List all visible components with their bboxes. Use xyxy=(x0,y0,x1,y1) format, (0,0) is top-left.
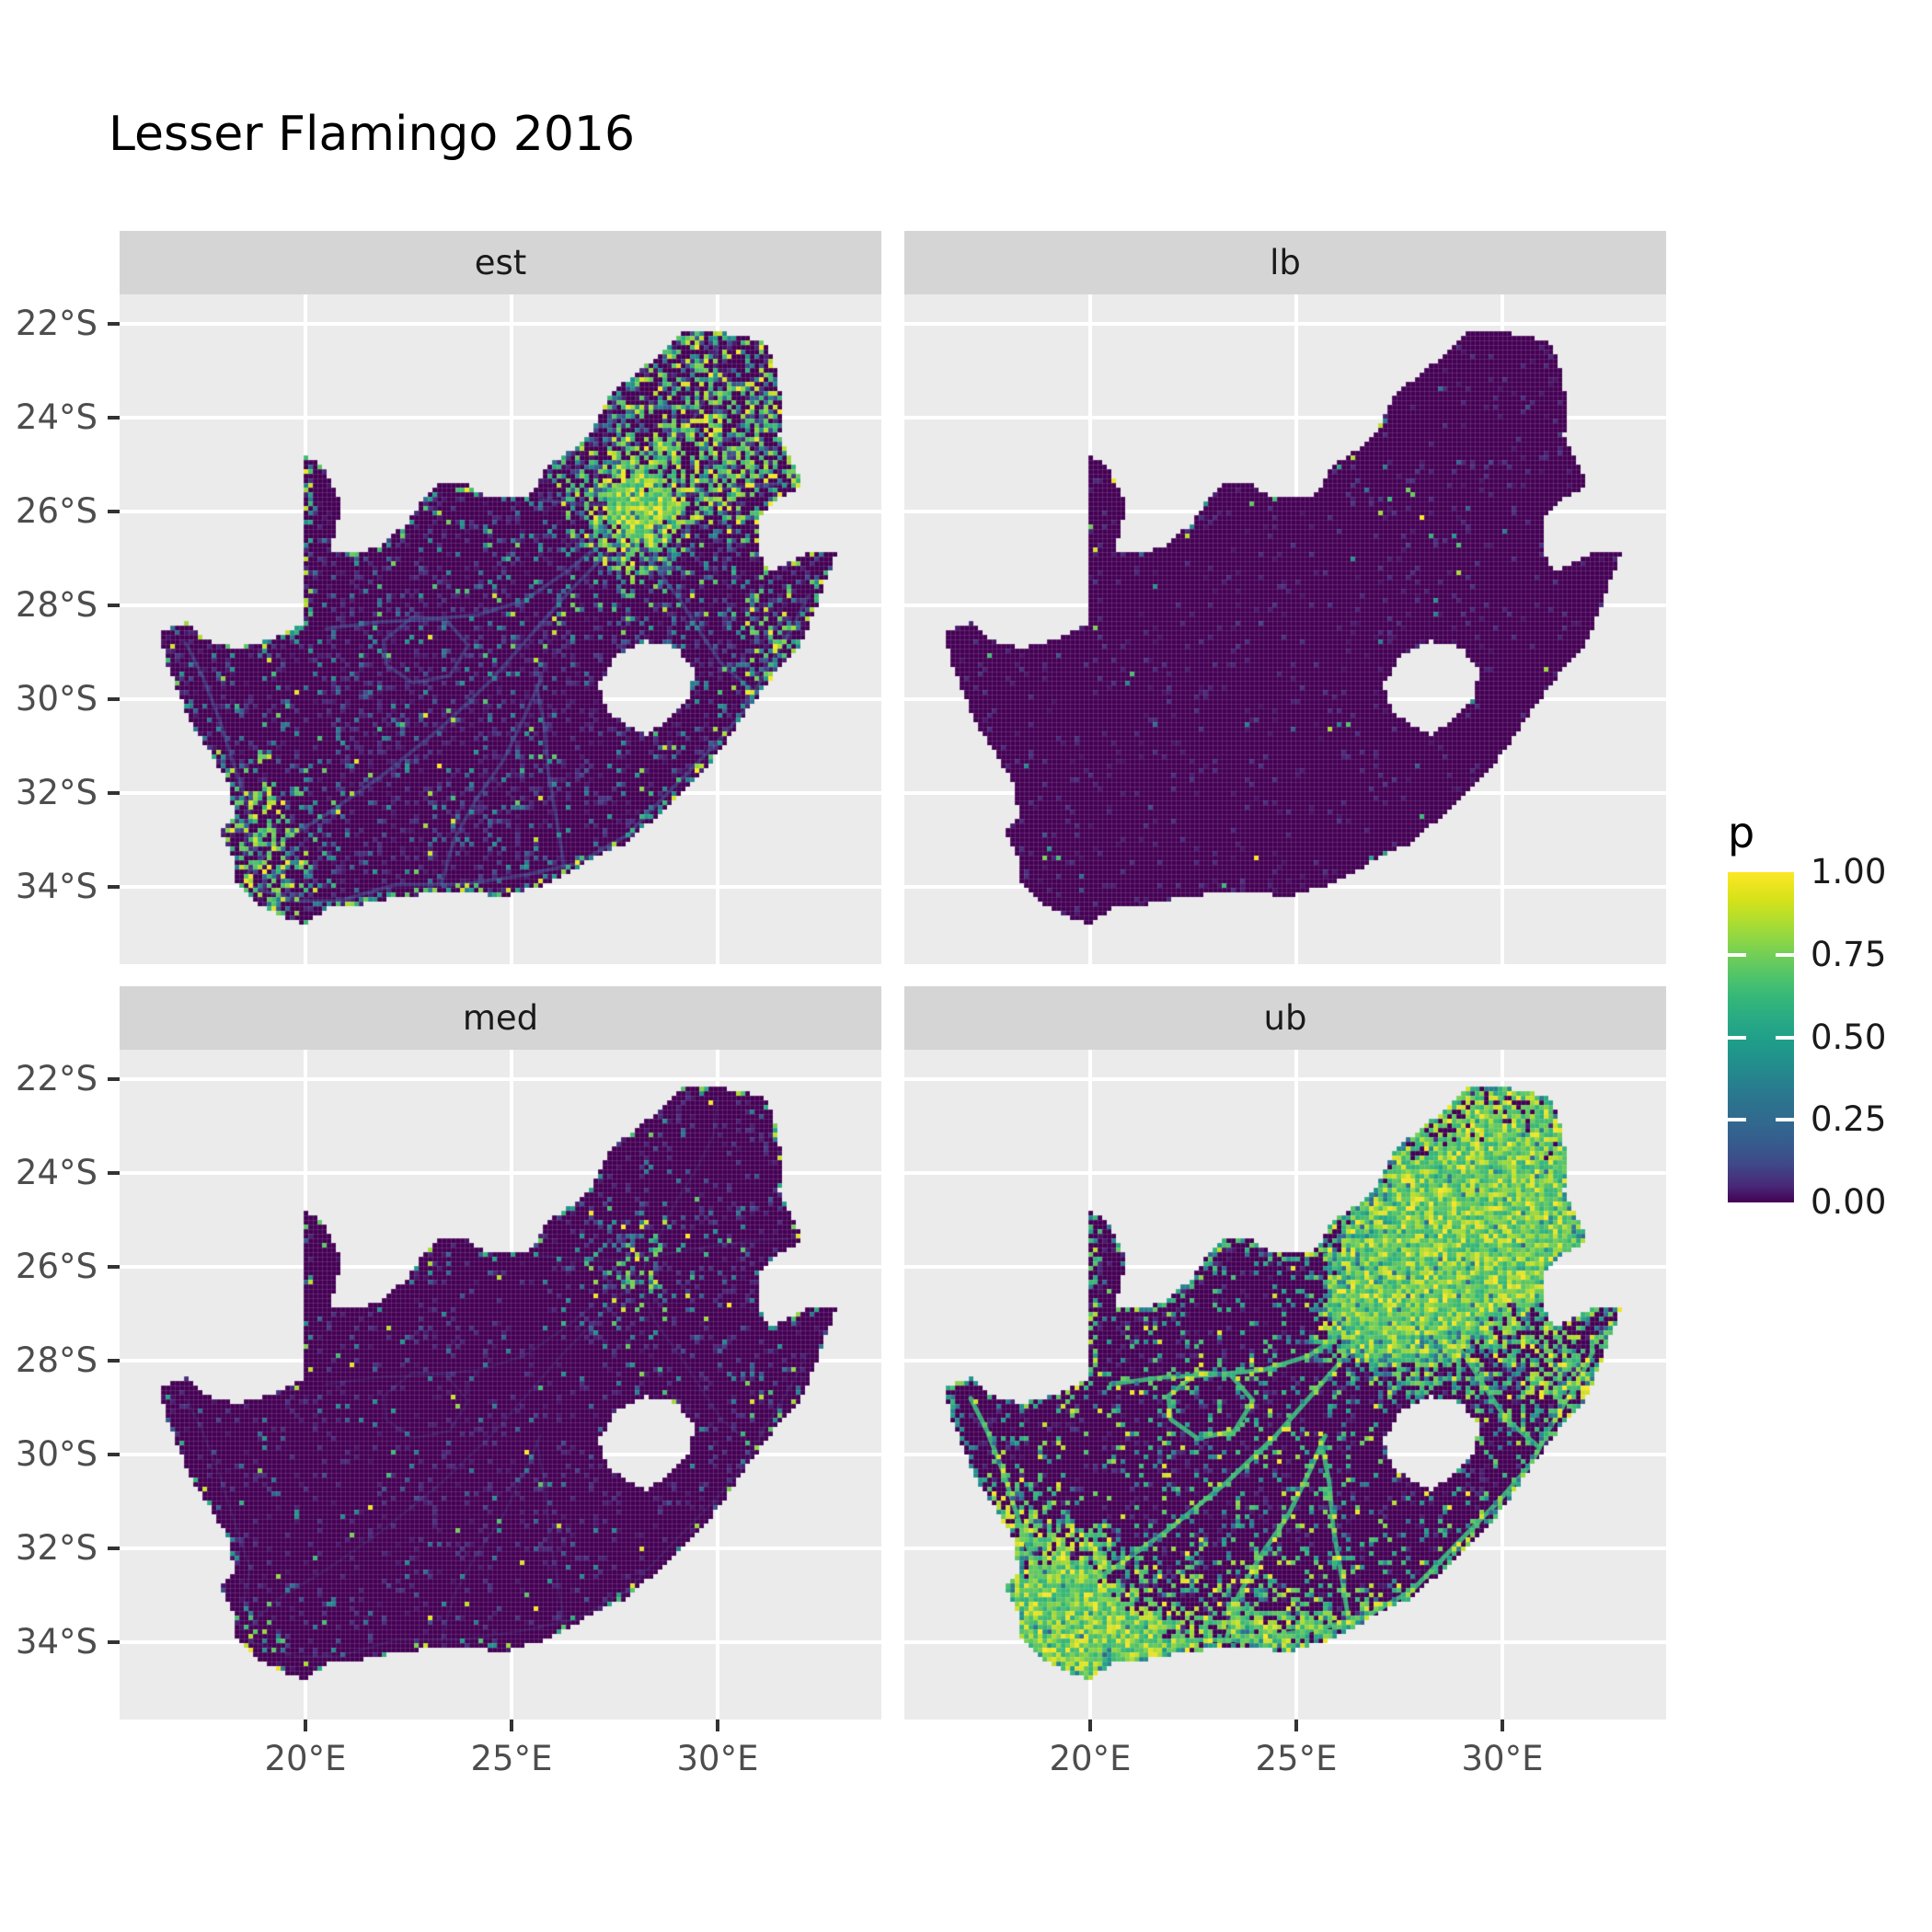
facet-strip-lb: lb xyxy=(904,231,1666,294)
y-axis-label: 30°S xyxy=(15,1434,98,1474)
x-tick-mark xyxy=(1501,1719,1504,1731)
y-axis-label: 24°S xyxy=(15,1153,98,1192)
y-tick-mark xyxy=(108,791,120,795)
y-axis-label: 22°S xyxy=(15,304,98,343)
y-tick-mark xyxy=(108,697,120,701)
x-tick-mark xyxy=(304,1719,307,1731)
y-tick-mark xyxy=(108,1077,120,1081)
y-tick-mark xyxy=(108,1453,120,1456)
facet-strip-label: ub xyxy=(1263,998,1307,1038)
y-tick-mark xyxy=(108,1359,120,1363)
y-axis-label: 32°S xyxy=(15,773,98,812)
y-tick-mark xyxy=(108,1265,120,1269)
y-tick-mark xyxy=(108,1547,120,1550)
y-tick-mark xyxy=(108,604,120,607)
legend-tick-mark xyxy=(1728,1118,1746,1121)
legend-tick-mark xyxy=(1728,1036,1746,1040)
x-axis-label: 30°E xyxy=(676,1739,759,1778)
y-axis-label: 22°S xyxy=(15,1059,98,1098)
y-axis-label: 26°S xyxy=(15,491,98,531)
legend-tick-mark xyxy=(1776,953,1794,957)
y-tick-mark xyxy=(108,1171,120,1175)
map-est xyxy=(120,294,881,964)
legend-tick-label: 0.00 xyxy=(1811,1182,1887,1222)
legend-tick-mark xyxy=(1776,1036,1794,1040)
x-axis-label: 20°E xyxy=(264,1739,347,1778)
x-tick-mark xyxy=(1294,1719,1298,1731)
legend-tick-label: 0.75 xyxy=(1811,935,1887,974)
legend-tick-label: 0.50 xyxy=(1811,1018,1887,1057)
facet-strip-est: est xyxy=(120,231,881,294)
legend-tick-mark xyxy=(1728,953,1746,957)
x-tick-mark xyxy=(716,1719,719,1731)
y-axis-label: 28°S xyxy=(15,1340,98,1380)
x-tick-mark xyxy=(510,1719,513,1731)
legend-title: p xyxy=(1728,808,1755,857)
x-axis-label: 20°E xyxy=(1049,1739,1132,1778)
map-lb xyxy=(904,294,1666,964)
y-axis-label: 32°S xyxy=(15,1528,98,1568)
x-axis-label: 25°E xyxy=(1255,1739,1338,1778)
facet-strip-label: med xyxy=(462,998,539,1038)
facet-strip-label: lb xyxy=(1270,243,1301,282)
y-axis-label: 24°S xyxy=(15,397,98,437)
legend-tick-label: 0.25 xyxy=(1811,1099,1887,1139)
map-ub xyxy=(904,1050,1666,1719)
y-axis-label: 30°S xyxy=(15,679,98,719)
y-tick-mark xyxy=(108,510,120,513)
x-axis-label: 30°E xyxy=(1461,1739,1544,1778)
y-tick-mark xyxy=(108,416,120,420)
y-tick-mark xyxy=(108,322,120,326)
legend-tick-mark xyxy=(1776,1118,1794,1121)
x-tick-mark xyxy=(1088,1719,1092,1731)
map-med xyxy=(120,1050,881,1719)
x-axis-label: 25°E xyxy=(470,1739,553,1778)
facet-strip-label: est xyxy=(474,243,527,282)
plot-title: Lesser Flamingo 2016 xyxy=(109,107,636,162)
legend-tick-label: 1.00 xyxy=(1811,852,1887,891)
y-tick-mark xyxy=(108,1640,120,1644)
facet-strip-med: med xyxy=(120,986,881,1050)
y-axis-label: 26°S xyxy=(15,1247,98,1286)
y-tick-mark xyxy=(108,885,120,889)
y-axis-label: 28°S xyxy=(15,585,98,625)
y-axis-label: 34°S xyxy=(15,1622,98,1662)
facet-strip-ub: ub xyxy=(904,986,1666,1050)
y-axis-label: 34°S xyxy=(15,867,98,906)
